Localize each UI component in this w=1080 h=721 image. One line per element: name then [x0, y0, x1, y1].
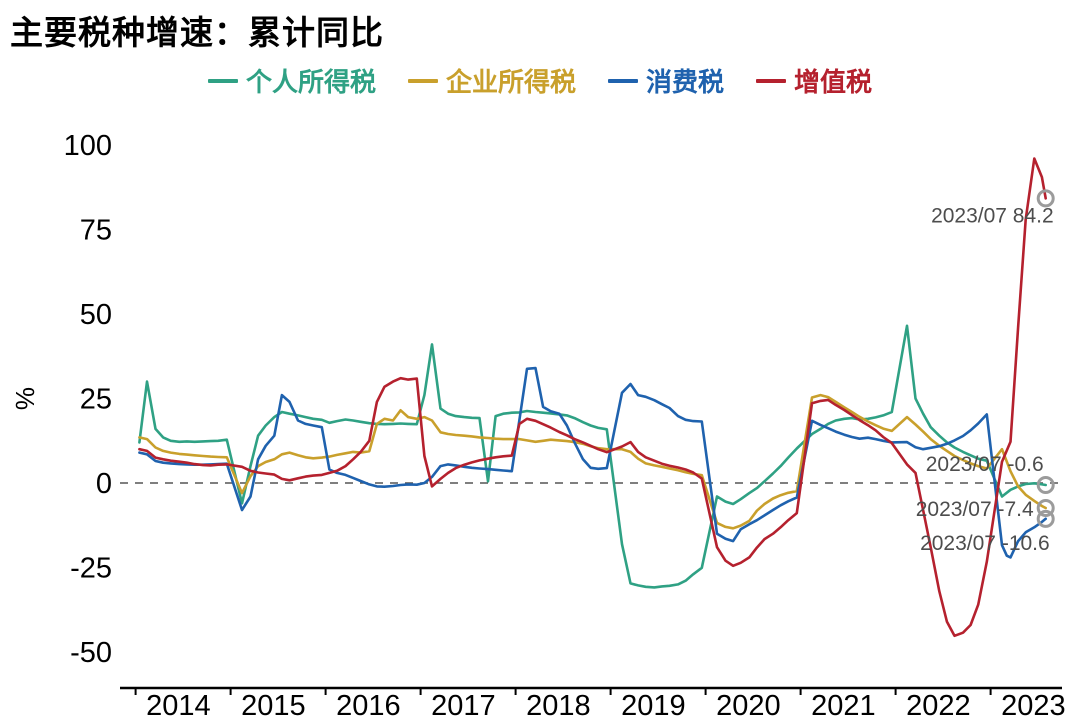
x-tick-label-2020: 2020	[716, 690, 781, 721]
x-tick-label-2019: 2019	[621, 690, 686, 721]
chart-title: 主要税种增速：累计同比	[10, 16, 384, 52]
x-tick-label-2018: 2018	[526, 690, 591, 721]
endpoint-marker	[1036, 499, 1055, 518]
series-line-vat	[138, 157, 1047, 638]
x-tick-label-2022: 2022	[906, 690, 971, 721]
y-tick-label--25: -25	[70, 553, 112, 585]
x-tick-label-2021: 2021	[811, 690, 876, 721]
x-tick-label-2015: 2015	[241, 690, 306, 721]
legend-item-vat: 增值税	[756, 62, 872, 99]
x-tick-label-2017: 2017	[431, 690, 496, 721]
y-tick-label-50: 50	[80, 299, 112, 331]
tax-growth-line-chart: 2014 2015 2016 2017 2018 2019 2020 2021 2022 2023…	[10, 130, 1066, 721]
legend-swatch-vat	[756, 78, 787, 83]
legend-swatch-personal-income-tax	[207, 78, 238, 83]
x-tick-label-2023: 2023	[1001, 690, 1066, 721]
legend-label-consumption-tax: 消费税	[646, 68, 725, 97]
x-tick-label-2014: 2014	[146, 690, 211, 721]
legend-label-vat: 增值税	[794, 68, 873, 97]
endpoint-marker	[1036, 189, 1055, 208]
y-tick-label-100: 100	[64, 130, 112, 162]
legend-item-consumption-tax: 消费税	[608, 62, 724, 99]
y-tick-label-0: 0	[96, 468, 112, 500]
y-tick-label--50: -50	[70, 637, 112, 669]
legend-swatch-consumption-tax	[608, 78, 638, 83]
legend-swatch-corporate-income-tax	[407, 78, 438, 83]
legend-item-personal-income-tax: 个人所得税	[207, 62, 376, 99]
series-line-personal-income-tax	[138, 324, 1047, 589]
series-line-consumption-tax	[138, 366, 1047, 559]
series-line-corporate-income-tax	[138, 393, 1047, 530]
annotation-label: 2023/07 -7.4	[916, 498, 1034, 521]
y-tick-label-25: 25	[80, 384, 112, 416]
y-tick-label-75: 75	[80, 215, 112, 247]
y-axis-title: %	[10, 387, 40, 410]
legend-item-corporate-income-tax: 企业所得税	[407, 62, 576, 99]
annotation-label: 2023/07 84.2	[931, 204, 1054, 227]
annotation-label: 2023/07 -0.6	[926, 453, 1044, 476]
legend-label-personal-income-tax: 个人所得税	[245, 68, 376, 97]
chart-legend: 个人所得税 企业所得税 消费税 增值税	[0, 62, 1080, 99]
x-tick-label-2016: 2016	[336, 690, 401, 721]
endpoint-marker	[1036, 476, 1055, 495]
legend-label-corporate-income-tax: 企业所得税	[445, 68, 576, 97]
annotation-label: 2023/07 -10.6	[920, 532, 1050, 555]
endpoint-marker	[1036, 509, 1055, 528]
